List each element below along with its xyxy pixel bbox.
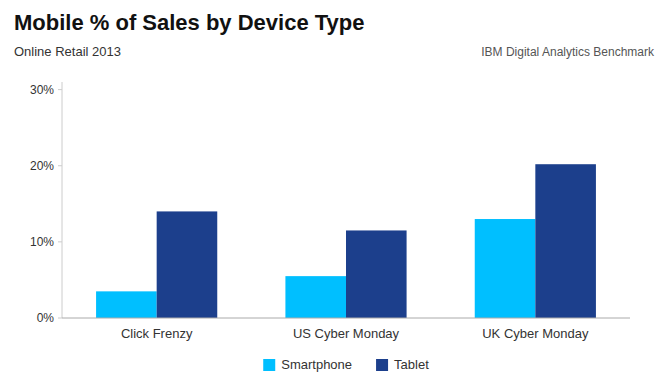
legend: Smartphone Tablet xyxy=(263,357,429,372)
x-tick-label: US Cyber Monday xyxy=(293,326,400,341)
y-tick xyxy=(58,241,62,242)
legend-swatch xyxy=(263,359,275,371)
legend-swatch xyxy=(376,359,388,371)
bars xyxy=(96,164,596,318)
x-axis-line xyxy=(62,318,630,319)
y-tick-label: 10% xyxy=(30,235,54,249)
bar xyxy=(96,291,157,318)
y-axis-line xyxy=(62,82,63,318)
legend-item: Tablet xyxy=(376,357,429,372)
legend-item: Smartphone xyxy=(263,357,352,372)
title: Mobile % of Sales by Device Type xyxy=(14,10,365,35)
y-tick xyxy=(58,318,62,319)
source: IBM Digital Analytics Benchmark xyxy=(481,45,655,59)
subtitle: Online Retail 2013 xyxy=(14,44,121,59)
bar xyxy=(475,219,536,318)
y-tick xyxy=(58,89,62,90)
chart: Mobile % of Sales by Device Type Online R… xyxy=(0,0,664,391)
y-tick-label: 20% xyxy=(30,159,54,173)
y-tick-label: 30% xyxy=(30,83,54,97)
y-tick-label: 0% xyxy=(37,311,55,325)
x-tick-label: UK Cyber Monday xyxy=(482,326,589,341)
legend-label: Tablet xyxy=(394,357,429,372)
bar xyxy=(157,211,218,318)
y-tick xyxy=(58,165,62,166)
bar xyxy=(285,276,346,318)
x-tick-label: Click Frenzy xyxy=(121,326,193,341)
bar xyxy=(535,164,596,318)
bar xyxy=(346,230,407,318)
legend-label: Smartphone xyxy=(281,357,352,372)
